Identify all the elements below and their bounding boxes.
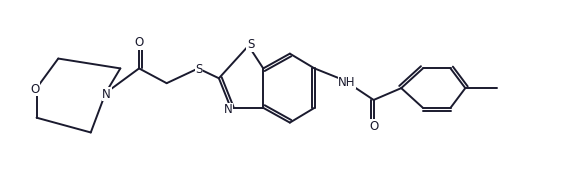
Text: N: N [102, 88, 111, 101]
Text: NH: NH [338, 76, 356, 89]
Text: O: O [30, 83, 39, 96]
Text: O: O [369, 120, 378, 133]
Text: O: O [135, 36, 144, 49]
Text: N: N [223, 103, 232, 116]
Text: S: S [247, 38, 254, 51]
Text: S: S [195, 63, 203, 76]
